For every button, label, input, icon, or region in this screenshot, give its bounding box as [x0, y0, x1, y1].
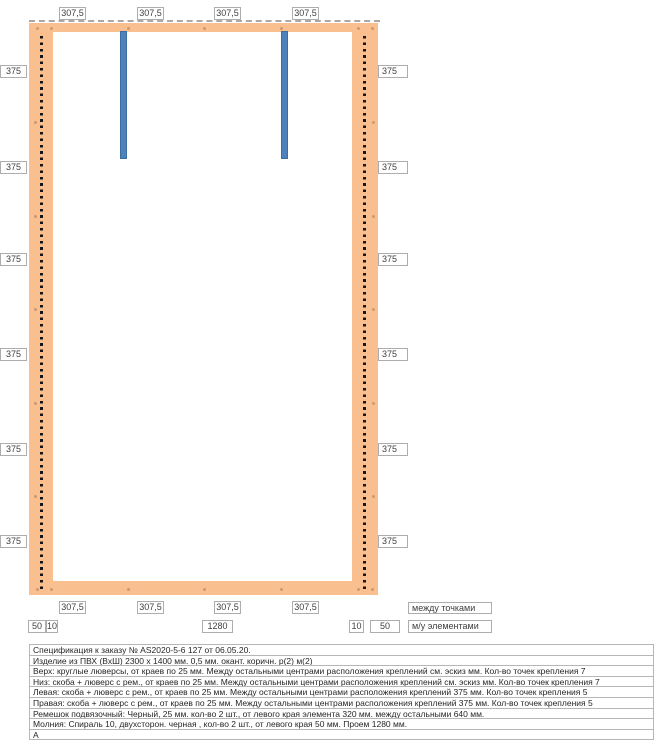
fastening-point-marker [280, 27, 283, 30]
fastening-point-marker [372, 495, 375, 499]
fastening-point-marker [126, 27, 130, 30]
fastening-point-marker [50, 27, 53, 30]
bottom-dim-box: 1280 [202, 620, 233, 633]
fastening-point-marker [372, 308, 375, 312]
fastening-point-marker [36, 27, 39, 30]
fastening-point-marker [34, 495, 37, 499]
legend-between-elements: м/у элементами [408, 620, 492, 633]
left-spacing-label: 375 [0, 161, 27, 174]
right-spacing-label: 375 [378, 161, 408, 174]
fastening-point-marker [203, 27, 207, 30]
bottom-spacing-label: 307,5 [59, 601, 86, 614]
fastening-point-marker [371, 588, 374, 591]
fastener-dots-right [363, 36, 366, 592]
top-spacing-label: 307,5 [214, 7, 241, 20]
product-frame [29, 23, 378, 595]
bottom-dim-box: 50 [28, 620, 46, 633]
left-spacing-label: 375 [0, 253, 27, 266]
left-spacing-label: 375 [0, 65, 27, 78]
product-frame-inner [53, 32, 352, 581]
fastening-point-marker [36, 588, 39, 591]
fastening-point-marker [34, 121, 37, 125]
spec-table: Спецификация к заказу № AS2020-5-6 127 о… [29, 644, 654, 741]
bottom-dim-box: 10 [349, 620, 364, 633]
top-spacing-label: 307,5 [59, 7, 86, 20]
spec-row: Низ: скоба + люверс с рем., от краев по … [29, 675, 654, 688]
fastening-point-marker [34, 214, 37, 218]
fastening-point-marker [372, 401, 375, 405]
bottom-spacing-label: 307,5 [214, 601, 241, 614]
tie-strap-bar [281, 31, 288, 159]
tie-strap-bar [120, 31, 127, 159]
spec-row: Левая: скоба + люверс с рем., от краев п… [29, 686, 654, 698]
right-spacing-label: 375 [378, 65, 408, 78]
bottom-spacing-label: 307,5 [292, 601, 319, 614]
top-spacing-label: 307,5 [292, 7, 319, 20]
left-spacing-label: 375 [0, 443, 27, 456]
left-spacing-label: 375 [0, 348, 27, 361]
fastening-point-marker [371, 27, 374, 30]
fastening-point-marker [372, 121, 375, 125]
fastening-point-marker [34, 401, 37, 405]
bottom-dim-box: 50 [370, 620, 400, 633]
legend-between-points: между точками [408, 602, 492, 614]
fastening-point-marker [356, 27, 360, 30]
top-dashed-edge [29, 20, 380, 22]
fastener-dots-left [40, 36, 43, 592]
fastening-point-marker [50, 588, 53, 591]
fastening-point-marker [280, 588, 283, 591]
fastening-point-marker [203, 588, 207, 591]
spec-row: А [29, 728, 654, 741]
fastening-point-marker [126, 588, 130, 591]
right-spacing-label: 375 [378, 253, 408, 266]
spec-row: Правая: скоба + люверс с рем., от краев … [29, 696, 654, 709]
spec-row: Верх: круглые люверсы, от краев по 25 мм… [29, 665, 654, 677]
right-spacing-label: 375 [378, 348, 408, 361]
bottom-spacing-label: 307,5 [137, 601, 164, 614]
left-spacing-label: 375 [0, 535, 27, 548]
fastening-point-marker [372, 214, 375, 218]
fastening-point-marker [34, 308, 37, 312]
top-spacing-label: 307,5 [137, 7, 164, 20]
right-spacing-label: 375 [378, 535, 408, 548]
fastening-point-marker [356, 588, 360, 591]
bottom-dim-box: 10 [46, 620, 58, 633]
right-spacing-label: 375 [378, 443, 408, 456]
